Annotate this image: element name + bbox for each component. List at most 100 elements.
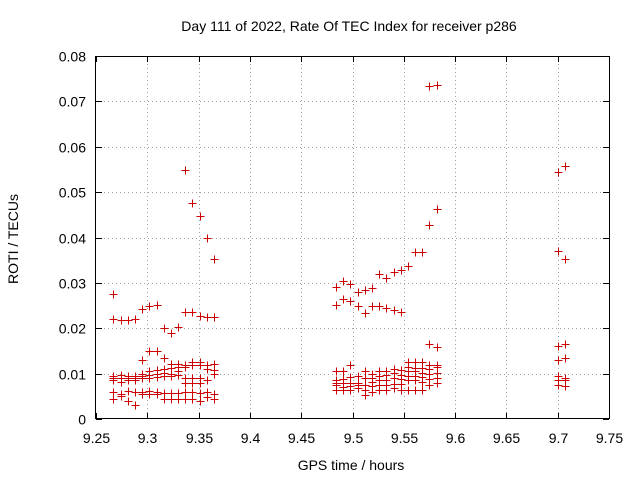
data-point (196, 389, 205, 398)
data-point (561, 162, 570, 171)
data-point (145, 347, 154, 356)
data-point (332, 367, 341, 376)
data-point (425, 221, 434, 230)
y-axis-label: ROTI / TECUs (5, 194, 21, 284)
data-point (210, 255, 219, 264)
data-point (361, 391, 370, 400)
data-point (210, 313, 219, 322)
data-point (375, 270, 384, 279)
data-point (332, 301, 341, 310)
data-point (561, 255, 570, 264)
y-tick-label: 0 (78, 412, 86, 428)
y-tick-label: 0.01 (59, 367, 86, 383)
data-point (433, 81, 442, 90)
y-tick-label: 0.02 (59, 321, 86, 337)
data-point (382, 274, 391, 283)
data-point (174, 323, 183, 332)
data-point (138, 305, 147, 314)
data-point (153, 390, 162, 399)
data-point (160, 354, 169, 363)
data-point (131, 388, 140, 397)
data-point (203, 365, 212, 374)
data-point (181, 308, 190, 317)
x-tick-label: 9.7 (549, 430, 569, 446)
data-point (397, 308, 406, 317)
data-point (361, 374, 370, 383)
y-tick-label: 0.08 (59, 49, 86, 65)
y-tick-label: 0.04 (59, 231, 86, 247)
data-points (109, 81, 570, 410)
data-point (561, 340, 570, 349)
data-point (138, 356, 147, 365)
data-point (339, 295, 348, 304)
data-point (196, 379, 205, 388)
data-point (160, 324, 169, 333)
data-point (117, 392, 126, 401)
data-point (203, 313, 212, 322)
data-point (181, 166, 190, 175)
data-point (411, 386, 420, 395)
data-point (418, 378, 427, 387)
data-point (196, 397, 205, 406)
data-point (188, 199, 197, 208)
x-tick-label: 9.65 (493, 430, 520, 446)
data-point (554, 247, 563, 256)
data-point (404, 386, 413, 395)
data-point (117, 378, 126, 387)
data-point (554, 342, 563, 351)
data-point (361, 286, 370, 295)
x-tick-label: 9.4 (241, 430, 261, 446)
data-point (131, 315, 140, 324)
data-point (368, 284, 377, 293)
data-point (124, 397, 133, 406)
data-point (174, 371, 183, 380)
x-axis-label: GPS time / hours (298, 457, 405, 473)
data-point (346, 297, 355, 306)
data-point (411, 248, 420, 257)
data-point (332, 283, 341, 292)
data-point (375, 386, 384, 395)
data-point (203, 234, 212, 243)
data-point (196, 312, 205, 321)
data-point (131, 376, 140, 385)
data-point (145, 302, 154, 311)
data-point (181, 395, 190, 404)
data-point (174, 395, 183, 404)
y-tick-label: 0.06 (59, 140, 86, 156)
data-point (181, 363, 190, 372)
data-point (390, 268, 399, 277)
data-point (554, 381, 563, 390)
data-point (332, 386, 341, 395)
x-tick-label: 9.35 (186, 430, 213, 446)
data-point (167, 372, 176, 381)
data-point (346, 280, 355, 289)
data-point (382, 386, 391, 395)
data-point (203, 376, 212, 385)
data-point (404, 262, 413, 271)
data-point (145, 374, 154, 383)
data-point (160, 372, 169, 381)
data-point (188, 308, 197, 317)
data-point (361, 309, 370, 318)
data-point (554, 168, 563, 177)
data-point (124, 376, 133, 385)
data-point (138, 374, 147, 383)
data-point (131, 401, 140, 410)
x-tick-label: 9.6 (446, 430, 466, 446)
data-point (153, 301, 162, 310)
x-tick-label: 9.5 (344, 430, 364, 446)
data-point (109, 290, 118, 299)
data-point (210, 395, 219, 404)
grid (96, 56, 609, 419)
chart-title: Day 111 of 2022, Rate Of TEC Index for r… (181, 18, 517, 34)
axis-ticks: 9.25 9.3 9.35 9.4 9.45 9.5 9.55 9.6 9.65 9.7 9.75 0… (59, 49, 624, 447)
data-point (346, 361, 355, 370)
data-point (397, 386, 406, 395)
data-point (203, 393, 212, 402)
data-point (418, 386, 427, 395)
x-tick-label: 9.55 (391, 430, 418, 446)
data-point (368, 302, 377, 311)
data-point (153, 347, 162, 356)
data-point (418, 248, 427, 257)
data-point (433, 379, 442, 388)
